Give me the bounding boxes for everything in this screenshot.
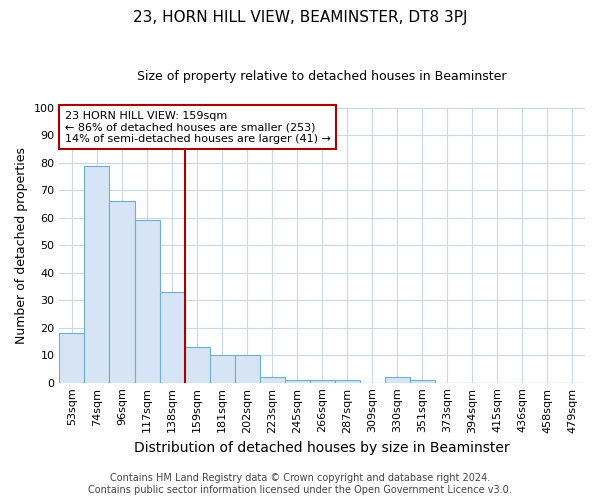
Y-axis label: Number of detached properties: Number of detached properties bbox=[15, 146, 28, 344]
Bar bbox=[185, 347, 209, 382]
Text: Contains HM Land Registry data © Crown copyright and database right 2024.
Contai: Contains HM Land Registry data © Crown c… bbox=[88, 474, 512, 495]
Bar bbox=[385, 377, 410, 382]
Bar bbox=[235, 355, 260, 382]
Bar bbox=[284, 380, 310, 382]
X-axis label: Distribution of detached houses by size in Beaminster: Distribution of detached houses by size … bbox=[134, 441, 510, 455]
Bar bbox=[160, 292, 185, 382]
Bar bbox=[410, 380, 435, 382]
Bar bbox=[85, 166, 109, 382]
Bar bbox=[310, 380, 335, 382]
Bar bbox=[209, 355, 235, 382]
Bar bbox=[260, 377, 284, 382]
Text: 23 HORN HILL VIEW: 159sqm
← 86% of detached houses are smaller (253)
14% of semi: 23 HORN HILL VIEW: 159sqm ← 86% of detac… bbox=[65, 110, 331, 144]
Title: Size of property relative to detached houses in Beaminster: Size of property relative to detached ho… bbox=[137, 70, 507, 83]
Text: 23, HORN HILL VIEW, BEAMINSTER, DT8 3PJ: 23, HORN HILL VIEW, BEAMINSTER, DT8 3PJ bbox=[133, 10, 467, 25]
Bar bbox=[134, 220, 160, 382]
Bar bbox=[109, 201, 134, 382]
Bar bbox=[335, 380, 360, 382]
Bar bbox=[59, 333, 85, 382]
